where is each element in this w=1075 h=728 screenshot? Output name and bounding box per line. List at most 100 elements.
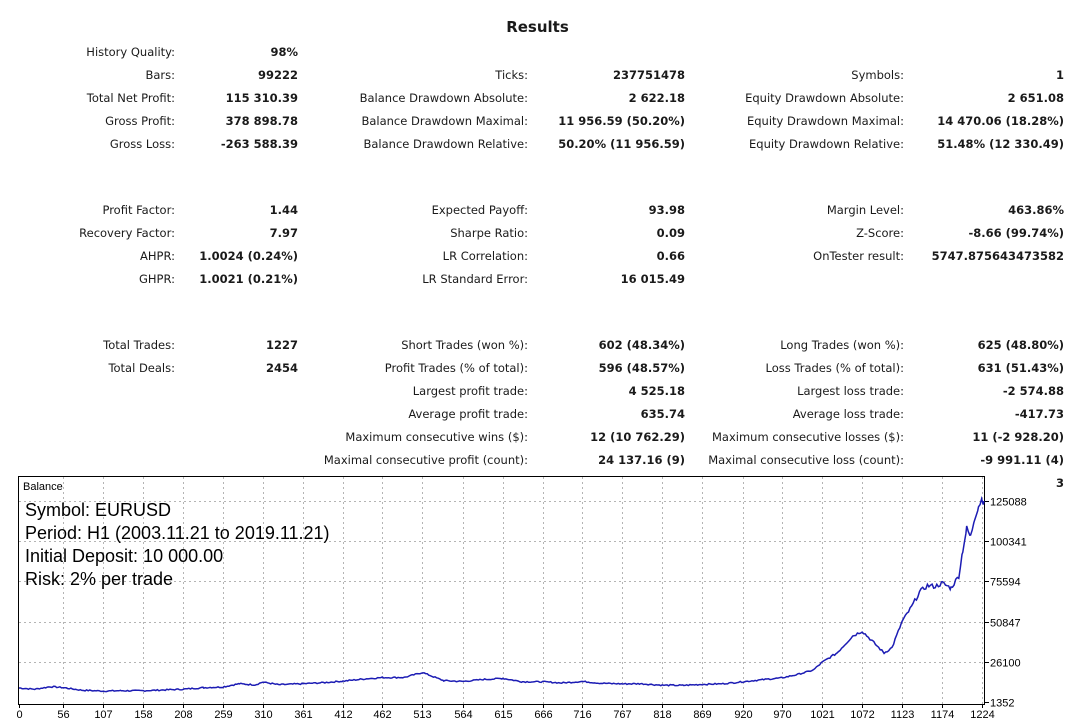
- stat-value: 3: [1055, 476, 1064, 490]
- stat-label: GHPR:: [138, 272, 175, 286]
- x-tick-label: 1174: [931, 709, 955, 721]
- stat-label: Total Deals:: [108, 361, 175, 375]
- y-tick-label: 50847: [990, 618, 1021, 630]
- stat-label: Short Trades (won %):: [401, 338, 528, 352]
- y-tick-label: 75594: [990, 577, 1021, 589]
- x-tick-label: 1072: [850, 709, 874, 721]
- stat-label: Average loss trade:: [792, 407, 904, 421]
- stat-value: 7.97: [269, 226, 298, 240]
- stat-label: OnTester result:: [813, 249, 904, 263]
- stat-label: Equity Drawdown Absolute:: [745, 91, 904, 105]
- stat-value: 0.66: [656, 249, 685, 263]
- x-tick-label: 0: [16, 709, 22, 721]
- stat-label: Z-Score:: [856, 226, 904, 240]
- x-tick-label: 767: [613, 709, 631, 721]
- stat-label: Largest profit trade:: [412, 384, 528, 398]
- stat-value: -417.73: [1014, 407, 1064, 421]
- overlay-period: Period: H1 (2003.11.21 to 2019.11.21): [25, 523, 330, 543]
- overlay-symbol: Symbol: EURUSD: [25, 500, 172, 520]
- stat-label: Equity Drawdown Maximal:: [746, 114, 904, 128]
- stat-value: 463.86%: [1008, 203, 1064, 217]
- stat-label: Largest loss trade:: [797, 384, 904, 398]
- stat-label: Balance Drawdown Maximal:: [361, 114, 528, 128]
- stat-label: Equity Drawdown Relative:: [749, 137, 904, 151]
- stat-label: AHPR:: [140, 249, 175, 263]
- stat-label: Maximal consecutive profit (count):: [323, 453, 528, 467]
- overlay-risk: Risk: 2% per trade: [25, 569, 174, 589]
- report-title: Results: [506, 18, 569, 36]
- stat-value: 115 310.39: [225, 91, 298, 105]
- stat-value: -9 991.11 (4): [980, 453, 1064, 467]
- y-tick-label: 26100: [990, 658, 1021, 670]
- chart-axes: 1352 26100 50847 75594 100341 125088 0 56 107 158…: [16, 497, 1026, 722]
- stat-value: 1.0021 (0.21%): [199, 272, 298, 286]
- stat-value: 2 651.08: [1007, 91, 1064, 105]
- stat-label: Gross Loss:: [109, 137, 175, 151]
- stat-label: Profit Trades (% of total):: [384, 361, 528, 375]
- x-tick-label: 259: [214, 709, 232, 721]
- x-tick-label: 1021: [810, 709, 834, 721]
- x-tick-label: 462: [373, 709, 391, 721]
- stat-value: 14 470.06 (18.28%): [937, 114, 1064, 128]
- stat-value: 4 525.18: [628, 384, 685, 398]
- stat-label: Expected Payoff:: [431, 203, 528, 217]
- stat-label: Ticks:: [495, 68, 528, 82]
- x-tick-label: 615: [494, 709, 512, 721]
- chart-grid: [19, 477, 984, 704]
- stat-label: Balance Drawdown Absolute:: [359, 91, 528, 105]
- stat-value: 1.0024 (0.24%): [199, 249, 298, 263]
- x-tick-label: 1123: [891, 709, 915, 721]
- stat-label: Sharpe Ratio:: [450, 226, 528, 240]
- chart-panel-label: Balance: [23, 481, 63, 493]
- stat-value: 16 015.49: [620, 272, 685, 286]
- stat-label: Total Trades:: [103, 338, 175, 352]
- stat-value: 51.48% (12 330.49): [937, 137, 1064, 151]
- stat-label: History Quality:: [86, 45, 175, 59]
- stat-label: Symbols:: [851, 68, 904, 82]
- stat-value: 93.98: [648, 203, 685, 217]
- stat-value: 99222: [257, 68, 298, 82]
- stat-value: 378 898.78: [225, 114, 298, 128]
- balance-chart: 1352 26100 50847 75594 100341 125088 0 56 107 158…: [16, 476, 1027, 722]
- stat-label: Margin Level:: [826, 203, 904, 217]
- stat-label: Long Trades (won %):: [780, 338, 904, 352]
- x-tick-label: 1224: [970, 709, 994, 721]
- plot-frame: [18, 476, 985, 705]
- x-tick-label: 361: [294, 709, 312, 721]
- stat-value: 237751478: [612, 68, 685, 82]
- stat-value: 11 956.59 (50.20%): [558, 114, 685, 128]
- x-tick-label: 158: [134, 709, 152, 721]
- stat-label: LR Standard Error:: [422, 272, 528, 286]
- stat-label: Total Net Profit:: [86, 91, 175, 105]
- stat-value: 11 (-2 928.20): [972, 430, 1064, 444]
- stat-label: Balance Drawdown Relative:: [363, 137, 529, 151]
- x-tick-label: 412: [334, 709, 352, 721]
- stat-value: 602 (48.34%): [598, 338, 685, 352]
- stat-label: Maximum consecutive losses ($):: [712, 430, 904, 444]
- x-tick-label: 513: [413, 709, 431, 721]
- x-tick-label: 920: [734, 709, 752, 721]
- stat-label: LR Correlation:: [442, 249, 528, 263]
- x-tick-label: 666: [534, 709, 552, 721]
- stat-label: Recovery Factor:: [79, 226, 175, 240]
- stat-label: Maximum consecutive wins ($):: [345, 430, 528, 444]
- x-tick-label: 107: [94, 709, 112, 721]
- x-tick-label: 869: [693, 709, 711, 721]
- stat-value: -2 574.88: [1002, 384, 1064, 398]
- stat-value: 631 (51.43%): [977, 361, 1064, 375]
- y-tick-label: 1352: [990, 698, 1014, 710]
- x-tick-label: 208: [174, 709, 192, 721]
- stat-label: Bars:: [145, 68, 175, 82]
- stat-value: 50.20% (11 956.59): [558, 137, 685, 151]
- stat-label: Loss Trades (% of total):: [765, 361, 904, 375]
- y-tick-label: 125088: [990, 497, 1027, 509]
- stat-value: 2 622.18: [628, 91, 685, 105]
- stat-value: 24 137.16 (9): [598, 453, 685, 467]
- x-tick-label: 818: [653, 709, 671, 721]
- stat-label: Profit Factor:: [102, 203, 175, 217]
- stat-value: -263 588.39: [220, 137, 298, 151]
- stat-label: Maximal consecutive loss (count):: [708, 453, 904, 467]
- stat-label: Gross Profit:: [105, 114, 175, 128]
- stat-value: -8.66 (99.74%): [968, 226, 1064, 240]
- stat-value: 1227: [265, 338, 298, 352]
